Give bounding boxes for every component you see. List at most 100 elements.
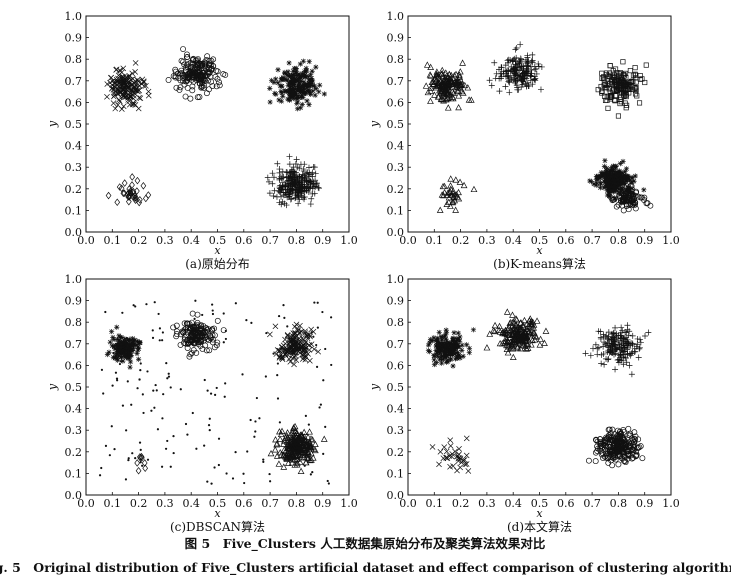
data-point bbox=[184, 337, 191, 344]
data-point bbox=[438, 334, 444, 340]
data-point bbox=[642, 79, 648, 86]
data-point bbox=[617, 187, 624, 194]
data-point bbox=[490, 327, 497, 334]
data-point bbox=[299, 101, 305, 108]
data-point bbox=[602, 334, 609, 341]
panels: 0.0 0.1 0.2 0.3 0.4 0.5 0.6 0.7 0.8 0.9 1.0 0.0 0.1 0… bbox=[46, 10, 680, 534]
data-point bbox=[128, 352, 134, 358]
data-point bbox=[214, 68, 221, 75]
data-point bbox=[119, 73, 125, 80]
data-point bbox=[460, 181, 468, 189]
data-point bbox=[455, 188, 462, 196]
data-point bbox=[267, 331, 273, 338]
data-point bbox=[302, 345, 308, 352]
data-point bbox=[242, 472, 245, 475]
data-point bbox=[627, 177, 633, 183]
data-point bbox=[134, 305, 137, 308]
data-point bbox=[523, 56, 530, 63]
data-point bbox=[615, 113, 621, 119]
data-point bbox=[605, 105, 611, 111]
data-point bbox=[436, 206, 444, 213]
data-point bbox=[306, 347, 313, 353]
data-point bbox=[449, 187, 457, 194]
data-point bbox=[127, 459, 130, 462]
data-point bbox=[116, 96, 122, 103]
data-point bbox=[621, 172, 627, 178]
data-point bbox=[119, 354, 125, 360]
data-point bbox=[264, 375, 267, 378]
data-point bbox=[440, 334, 446, 340]
data-point bbox=[424, 88, 432, 96]
data-point bbox=[427, 349, 433, 355]
data-point bbox=[460, 353, 466, 359]
data-point bbox=[124, 77, 130, 83]
data-point bbox=[607, 89, 613, 95]
data-point bbox=[283, 202, 290, 209]
series-x bbox=[267, 321, 322, 368]
data-point bbox=[438, 78, 446, 86]
data-point bbox=[610, 334, 617, 341]
series-x bbox=[429, 435, 472, 474]
data-point bbox=[113, 66, 120, 73]
data-point bbox=[269, 180, 276, 187]
data-point bbox=[450, 338, 456, 344]
data-point bbox=[443, 327, 449, 333]
data-point bbox=[114, 347, 120, 353]
data-point bbox=[105, 191, 112, 200]
data-point bbox=[444, 344, 450, 350]
data-point bbox=[450, 89, 458, 96]
data-point bbox=[513, 54, 520, 61]
data-point bbox=[617, 101, 623, 107]
data-point bbox=[109, 78, 116, 85]
data-point bbox=[321, 310, 324, 314]
data-point bbox=[281, 76, 288, 82]
data-point bbox=[207, 424, 211, 427]
data-point bbox=[223, 395, 226, 398]
data-point bbox=[533, 70, 540, 77]
data-point bbox=[441, 444, 448, 450]
data-point bbox=[457, 338, 463, 344]
data-point bbox=[529, 51, 536, 58]
data-point bbox=[608, 173, 614, 179]
data-point bbox=[600, 343, 607, 350]
data-point bbox=[597, 179, 604, 186]
y-tick-label: 0.0 bbox=[65, 489, 83, 502]
data-point bbox=[495, 326, 503, 333]
data-point bbox=[496, 322, 503, 330]
data-point bbox=[111, 90, 118, 96]
data-point bbox=[439, 337, 445, 343]
data-point bbox=[611, 180, 618, 186]
data-point bbox=[632, 91, 639, 97]
data-point bbox=[509, 330, 517, 337]
data-point bbox=[276, 428, 283, 435]
data-point bbox=[504, 72, 511, 79]
data-point bbox=[118, 184, 125, 193]
data-point bbox=[194, 311, 201, 318]
data-point bbox=[611, 196, 618, 203]
data-point bbox=[195, 447, 198, 450]
data-point bbox=[431, 361, 438, 368]
x-tick-label: 0.8 bbox=[288, 497, 306, 510]
data-point bbox=[324, 347, 327, 351]
y-axis-label: y bbox=[46, 120, 59, 128]
y-tick-label: 0.7 bbox=[387, 75, 405, 88]
data-point bbox=[283, 76, 289, 83]
data-point bbox=[279, 83, 285, 89]
data-point bbox=[276, 374, 279, 377]
data-point bbox=[450, 342, 456, 349]
data-point bbox=[452, 351, 458, 357]
data-point bbox=[187, 95, 194, 102]
data-point bbox=[641, 194, 648, 201]
data-point bbox=[616, 168, 623, 174]
data-point bbox=[206, 86, 212, 93]
data-point bbox=[110, 334, 116, 341]
data-point bbox=[593, 173, 600, 179]
data-point bbox=[291, 341, 297, 347]
data-point bbox=[110, 100, 117, 106]
data-point bbox=[279, 356, 286, 363]
data-point bbox=[284, 332, 291, 338]
data-point bbox=[433, 360, 440, 366]
x-tick-label: 1.0 bbox=[662, 497, 680, 510]
data-point bbox=[276, 347, 283, 354]
x-tick-label: 0.2 bbox=[452, 234, 470, 247]
